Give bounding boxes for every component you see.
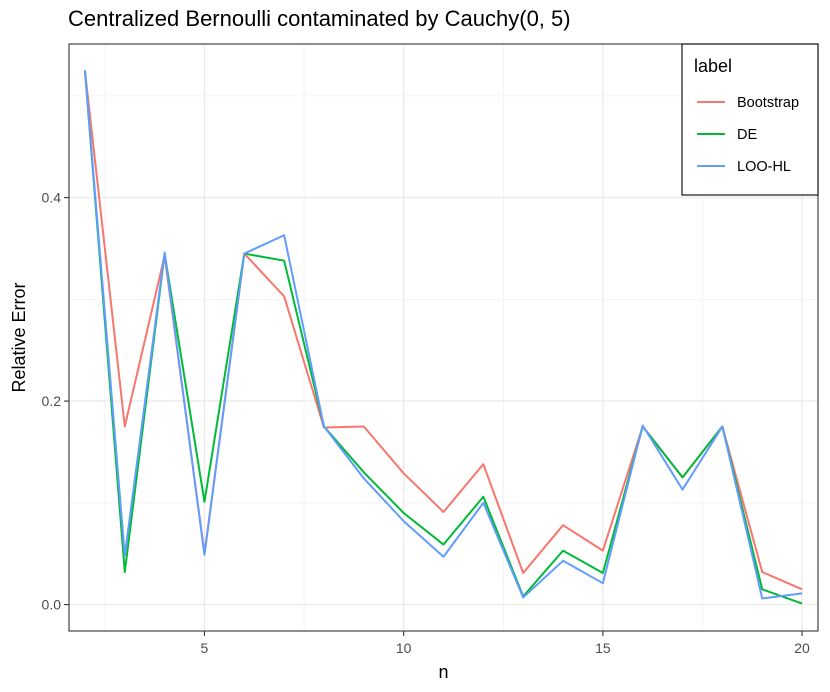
x-tick-label: 15 xyxy=(595,640,611,656)
plot-panel-border xyxy=(68,43,819,632)
x-tick-label: 10 xyxy=(396,640,412,656)
legend-title: label xyxy=(694,56,732,76)
y-tick-label: 0.0 xyxy=(42,597,62,613)
legend-label-loo-hl: LOO-HL xyxy=(737,159,791,175)
series-line-de xyxy=(83,70,803,605)
x-tick-label: 20 xyxy=(794,640,810,656)
chart-title: Centralized Bernoulli contaminated by Ca… xyxy=(68,6,571,31)
axis-ticks: 5 10 15 20 0.0 0.2 0.4 xyxy=(42,190,811,656)
x-tick-label: 5 xyxy=(201,640,209,656)
series-lines xyxy=(83,70,803,605)
y-tick-label: 0.4 xyxy=(42,190,62,206)
legend-label-bootstrap: Bootstrap xyxy=(737,95,799,111)
legend-label-de: DE xyxy=(737,127,757,143)
series-line-loo-hl xyxy=(83,70,803,600)
grid xyxy=(69,44,818,631)
x-axis-title: n xyxy=(438,662,448,682)
y-axis-title: Relative Error xyxy=(9,282,29,392)
legend-box xyxy=(681,43,819,196)
y-tick-label: 0.2 xyxy=(42,393,62,409)
legend: label Bootstrap DE LOO-HL xyxy=(681,43,819,196)
